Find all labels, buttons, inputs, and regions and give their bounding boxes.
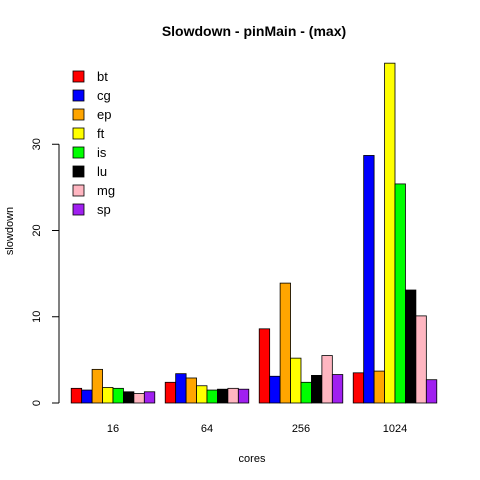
legend-swatch-lu xyxy=(73,166,84,177)
bar-ep-16 xyxy=(92,369,102,403)
legend-swatch-bt xyxy=(73,71,84,82)
legend: bt cg ep ft is lu mg sp xyxy=(73,69,115,217)
y-tick-label: 0 xyxy=(31,400,43,406)
bar-is-64 xyxy=(207,390,217,403)
bar-is-16 xyxy=(113,388,123,403)
legend-swatch-ft xyxy=(73,128,84,139)
x-tick-label-256: 256 xyxy=(292,423,310,435)
legend-label-ft: ft xyxy=(97,126,105,141)
bar-ep-256 xyxy=(280,283,290,403)
bar-cg-1024 xyxy=(364,155,374,403)
y-tick-label: 30 xyxy=(31,138,43,150)
legend-swatch-ep xyxy=(73,109,84,120)
legend-label-lu: lu xyxy=(97,164,107,179)
legend-label-bt: bt xyxy=(97,69,108,84)
x-axis-tick-labels: 16 64 256 1024 xyxy=(107,423,407,435)
bar-mg-1024 xyxy=(416,316,426,403)
bar-sp-16 xyxy=(144,392,154,403)
bar-lu-16 xyxy=(123,392,133,403)
y-axis-ticks: 0 10 20 30 xyxy=(31,138,59,406)
bar-ft-256 xyxy=(291,358,301,403)
bar-ft-16 xyxy=(103,387,113,403)
bar-sp-256 xyxy=(332,375,342,403)
bars xyxy=(71,63,437,403)
chart-title: Slowdown - pinMain - (max) xyxy=(162,23,346,39)
y-tick-label: 20 xyxy=(31,224,43,236)
bar-bt-16 xyxy=(71,388,81,403)
legend-label-cg: cg xyxy=(97,88,111,103)
bar-ep-1024 xyxy=(374,371,384,403)
y-axis-label: slowdown xyxy=(4,207,16,255)
bar-ep-64 xyxy=(186,378,196,403)
bar-mg-256 xyxy=(322,356,332,403)
x-tick-label-64: 64 xyxy=(201,423,213,435)
y-tick-label: 10 xyxy=(31,311,43,323)
bar-cg-256 xyxy=(270,376,280,403)
x-axis-label: cores xyxy=(239,453,266,465)
legend-label-ep: ep xyxy=(97,107,111,122)
x-tick-label-16: 16 xyxy=(107,423,119,435)
bar-bt-64 xyxy=(165,382,175,403)
legend-swatch-is xyxy=(73,147,84,158)
x-tick-label-1024: 1024 xyxy=(383,423,407,435)
legend-swatch-mg xyxy=(73,185,84,196)
legend-label-sp: sp xyxy=(97,202,111,217)
bar-is-1024 xyxy=(395,184,405,403)
bar-sp-64 xyxy=(238,389,248,403)
legend-swatch-cg xyxy=(73,90,84,101)
bar-cg-16 xyxy=(82,390,92,403)
bar-mg-16 xyxy=(134,394,144,403)
legend-label-is: is xyxy=(97,145,107,160)
bar-bt-256 xyxy=(259,329,269,403)
bar-sp-1024 xyxy=(426,380,436,403)
bar-lu-64 xyxy=(217,389,227,403)
bar-bt-1024 xyxy=(353,373,363,403)
bar-ft-1024 xyxy=(385,63,395,403)
bar-lu-256 xyxy=(311,375,321,403)
bar-ft-64 xyxy=(197,386,207,403)
legend-swatch-sp xyxy=(73,204,84,215)
bar-mg-64 xyxy=(228,388,238,403)
bar-is-256 xyxy=(301,382,311,403)
bar-cg-64 xyxy=(176,374,186,403)
bar-lu-1024 xyxy=(405,290,415,403)
legend-label-mg: mg xyxy=(97,183,115,198)
